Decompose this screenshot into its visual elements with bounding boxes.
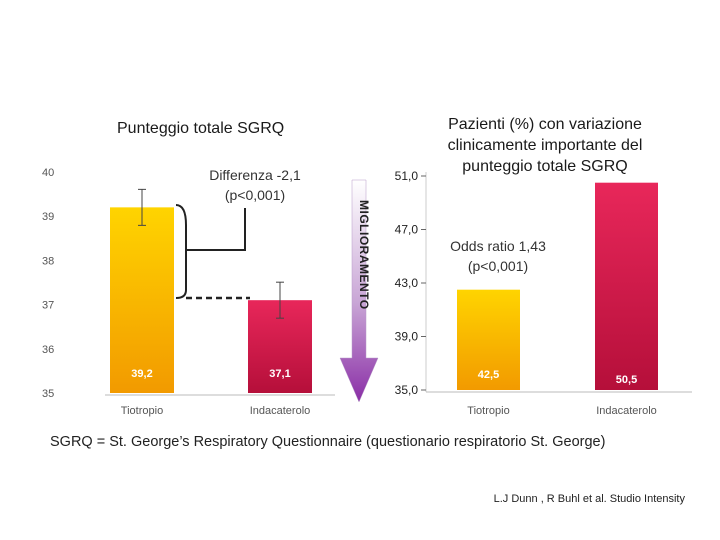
bracket-connector-top bbox=[186, 208, 246, 251]
odds-ratio-value: Odds ratio 1,43 bbox=[450, 238, 546, 254]
left-y-tick-label: 38 bbox=[42, 255, 54, 267]
left-bar-value-label: 39,2 bbox=[131, 368, 152, 380]
odds-ratio-pvalue: (p<0,001) bbox=[467, 258, 529, 274]
footnote: SGRQ = St. George’s Respiratory Question… bbox=[50, 434, 606, 450]
citation: L.J Dunn , R Buhl et al. Studio Intensit… bbox=[493, 493, 685, 505]
left-y-tick-label: 35 bbox=[42, 388, 54, 400]
left-bar-value-label: 37,1 bbox=[269, 368, 290, 380]
difference-annotation: Differenza -2,1 (p<0,001) bbox=[190, 165, 320, 205]
left-y-tick-label: 40 bbox=[42, 167, 54, 179]
right-bar-indacaterolo bbox=[595, 182, 658, 390]
right-y-tick-label: 47,0 bbox=[395, 223, 419, 237]
difference-value: Differenza -2,1 bbox=[209, 167, 301, 183]
left-y-tick-label: 39 bbox=[42, 211, 54, 223]
bracket-tiotropio bbox=[175, 204, 187, 299]
odds-annotation: Odds ratio 1,43 (p<0,001) bbox=[428, 236, 568, 276]
left-bar-tiotropio bbox=[110, 207, 174, 393]
right-y-tick-label: 51,0 bbox=[395, 169, 419, 183]
right-y-tick-label: 35,0 bbox=[395, 383, 419, 397]
right-chart-title: Pazienti (%) con variazione clinicamente… bbox=[447, 116, 643, 175]
right-bar-tiotropio bbox=[457, 289, 520, 390]
improvement-arrow bbox=[339, 179, 379, 403]
left-category-label: Indacaterolo bbox=[250, 405, 311, 417]
improvement-label: MIGLIORAMENTO bbox=[357, 200, 371, 310]
right-category-label: Tiotropio bbox=[467, 405, 509, 417]
right-bar-value-label: 42,5 bbox=[478, 369, 499, 381]
right-category-label: Indacaterolo bbox=[596, 405, 657, 417]
right-y-tick-label: 43,0 bbox=[395, 276, 419, 290]
left-chart-title: Punteggio totale SGRQ bbox=[117, 120, 285, 137]
right-y-tick-label: 39,0 bbox=[395, 330, 419, 344]
left-category-label: Tiotropio bbox=[121, 405, 163, 417]
right-bar-value-label: 50,5 bbox=[616, 374, 637, 386]
left-y-tick-label: 37 bbox=[42, 300, 54, 312]
left-y-tick-label: 36 bbox=[42, 344, 54, 356]
difference-pvalue: (p<0,001) bbox=[224, 187, 286, 203]
